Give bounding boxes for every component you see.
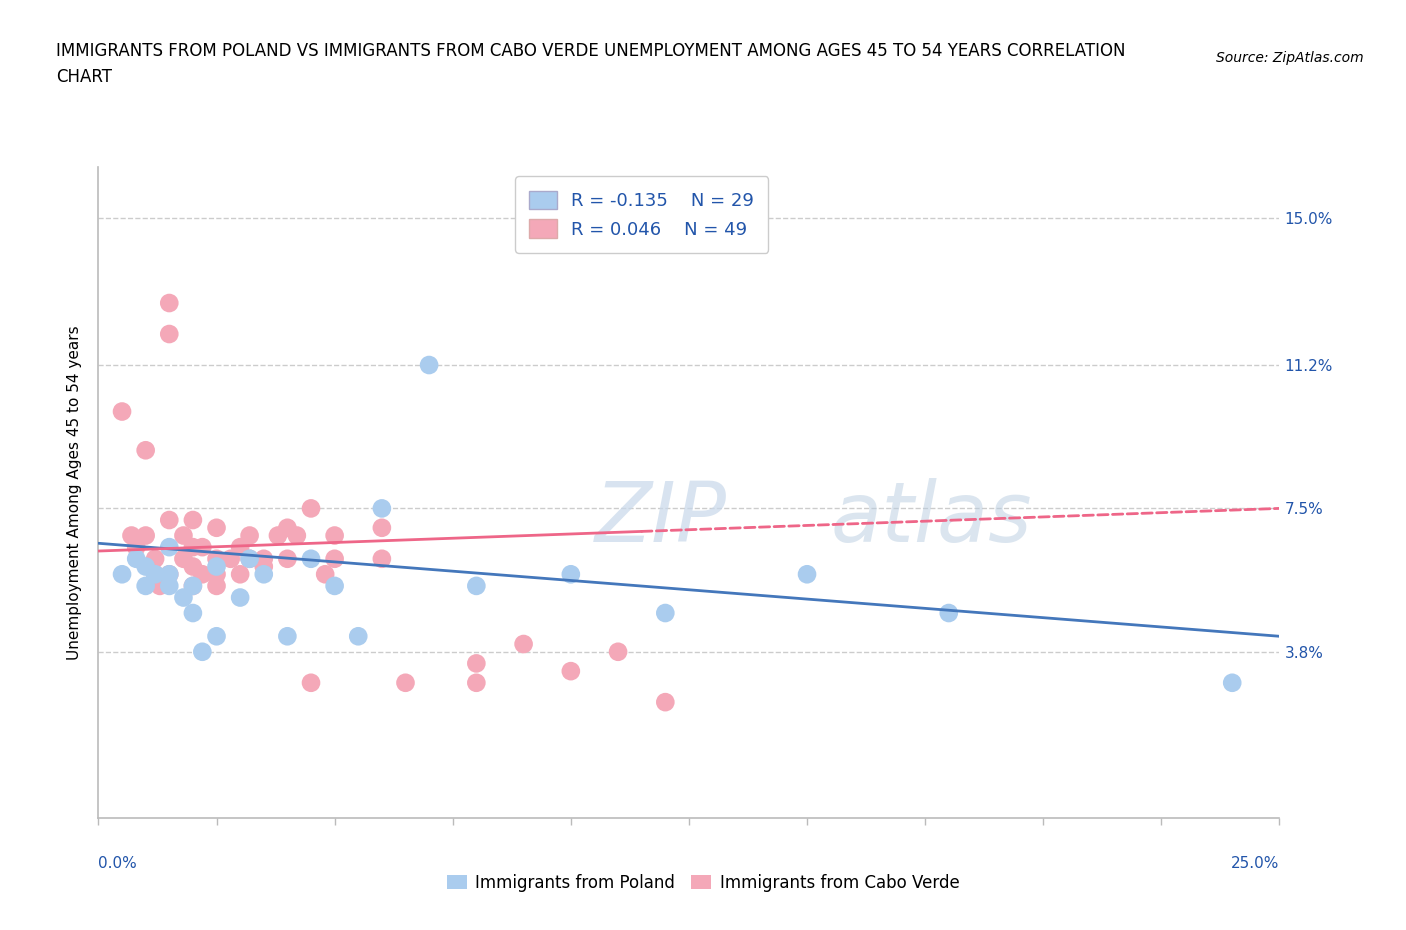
Text: Source: ZipAtlas.com: Source: ZipAtlas.com (1216, 51, 1364, 65)
Point (125, 539, 148, 554)
Point (371, 551, 394, 566)
Point (135, 528, 157, 543)
Text: ZIP: ZIP (595, 478, 727, 560)
Point (157, 296, 180, 311)
Point (205, 551, 228, 566)
Point (157, 578, 180, 593)
Legend: R = -0.135    N = 29, R = 0.046    N = 49: R = -0.135 N = 29, R = 0.046 N = 49 (515, 177, 768, 253)
Point (125, 551, 148, 566)
Point (607, 644, 630, 659)
Point (172, 591, 194, 605)
Point (276, 521, 298, 536)
Point (938, 605, 960, 620)
Point (172, 551, 194, 566)
Text: IMMIGRANTS FROM POLAND VS IMMIGRANTS FROM CABO VERDE UNEMPLOYMENT AMONG AGES 45 : IMMIGRANTS FROM POLAND VS IMMIGRANTS FRO… (56, 42, 1126, 60)
Point (253, 559, 276, 574)
Point (229, 567, 252, 582)
Point (267, 528, 290, 543)
Point (654, 695, 676, 710)
Point (371, 501, 394, 516)
Point (560, 664, 582, 679)
Point (512, 637, 534, 652)
Point (323, 528, 346, 543)
Point (371, 521, 394, 536)
Point (229, 539, 252, 554)
Point (191, 567, 214, 582)
Y-axis label: Unemployment Among Ages 45 to 54 years: Unemployment Among Ages 45 to 54 years (67, 326, 83, 660)
Point (181, 539, 204, 554)
Point (135, 559, 157, 574)
Point (219, 551, 242, 566)
Point (143, 567, 166, 582)
Point (157, 539, 180, 554)
Point (465, 675, 488, 690)
Legend: Immigrants from Poland, Immigrants from Cabo Verde: Immigrants from Poland, Immigrants from … (440, 867, 966, 898)
Point (205, 578, 228, 593)
Point (394, 675, 416, 690)
Point (191, 644, 214, 659)
Point (143, 551, 166, 566)
Point (149, 578, 172, 593)
Text: atlas: atlas (831, 478, 1032, 560)
Point (205, 567, 228, 582)
Point (796, 567, 818, 582)
Point (181, 578, 204, 593)
Point (285, 528, 308, 543)
Point (299, 675, 322, 690)
Point (121, 528, 143, 543)
Point (347, 629, 370, 644)
Point (181, 578, 204, 593)
Point (172, 528, 194, 543)
Point (323, 578, 346, 593)
Point (181, 559, 204, 574)
Point (191, 539, 214, 554)
Point (135, 443, 157, 458)
Point (465, 656, 488, 671)
Point (299, 551, 322, 566)
Point (157, 326, 180, 341)
Point (654, 605, 676, 620)
Point (1220, 675, 1243, 690)
Point (253, 551, 276, 566)
Point (229, 591, 252, 605)
Point (205, 521, 228, 536)
Point (157, 512, 180, 527)
Point (157, 567, 180, 582)
Point (157, 567, 180, 582)
Point (276, 629, 298, 644)
Point (314, 567, 336, 582)
Point (135, 578, 157, 593)
Point (111, 567, 134, 582)
Point (111, 405, 134, 419)
Text: 0.0%: 0.0% (98, 856, 138, 870)
Point (239, 551, 262, 566)
Point (276, 551, 298, 566)
Point (239, 528, 262, 543)
Point (253, 567, 276, 582)
Point (205, 559, 228, 574)
Point (205, 629, 228, 644)
Point (299, 501, 322, 516)
Point (239, 551, 262, 566)
Point (181, 605, 204, 620)
Point (560, 567, 582, 582)
Point (143, 567, 166, 582)
Point (323, 551, 346, 566)
Point (418, 358, 440, 373)
Text: 25.0%: 25.0% (1232, 856, 1279, 870)
Text: CHART: CHART (56, 68, 112, 86)
Point (181, 512, 204, 527)
Point (465, 578, 488, 593)
